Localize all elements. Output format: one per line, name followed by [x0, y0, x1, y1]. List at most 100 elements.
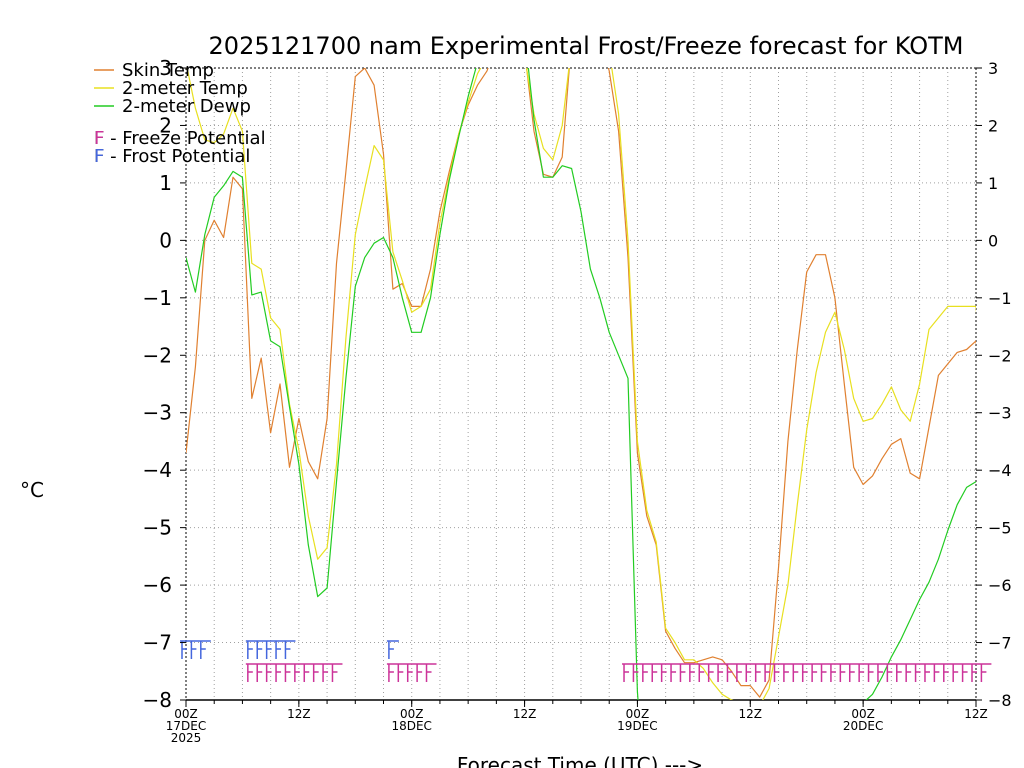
y-tick-label-right: 3 [988, 59, 998, 78]
y-tick-label-left: −8 [143, 688, 172, 712]
y-tick-label-right: −8 [988, 691, 1012, 710]
x-tick-label: 00Z [174, 707, 198, 721]
legend-flag-glyph: F [94, 128, 104, 149]
freeze-flag-glyph [971, 664, 977, 682]
legend-label: 2-meter Temp [122, 78, 248, 99]
freeze-flag-glyph [679, 664, 686, 682]
legend-label: F - Frost Potential [94, 146, 250, 167]
freeze-flag-glyph [698, 664, 705, 682]
y-tick-label-left: −4 [143, 458, 172, 482]
chart-title: 2025121700 nam Experimental Frost/Freeze… [209, 32, 964, 60]
x-tick-label: 12Z [964, 707, 988, 721]
freeze-flag-glyph [275, 664, 282, 682]
series-line [186, 68, 639, 700]
freeze-flag-glyph [754, 664, 761, 682]
x-tick-label: 20DEC [843, 719, 883, 733]
legend-label: 2-meter Dewp [122, 96, 251, 117]
frost-flag-glyph [181, 641, 187, 659]
freeze-flag-glyph [811, 664, 818, 682]
x-tick-label: 17DEC [166, 719, 206, 733]
freeze-flag-glyph [783, 664, 789, 682]
y-tick-label-right: −4 [988, 461, 1012, 480]
freeze-flag-glyph [388, 664, 394, 682]
y-tick-label-left: 3 [159, 56, 172, 80]
frost-flag-glyph [284, 641, 291, 659]
x-axis-label: Forecast Time (UTC) ---> [457, 753, 703, 768]
series-lines [186, 68, 976, 700]
y-tick-label-left: 2 [159, 113, 172, 137]
frost-flag-glyph [275, 641, 282, 659]
freeze-flag-glyph [839, 664, 846, 682]
y-tick-label-right: −3 [988, 404, 1012, 423]
freeze-flag-glyph [425, 664, 432, 682]
freeze-flag-glyph [736, 664, 742, 682]
y-tick-label-right: −6 [988, 576, 1012, 595]
frost-flag-glyph [256, 641, 263, 659]
freeze-flag-glyph [397, 664, 404, 682]
x-tick-label: 12Z [287, 707, 311, 721]
freeze-flag-glyph [858, 664, 865, 682]
y-tick-label-right: 0 [988, 231, 998, 250]
freeze-flag-glyph [651, 664, 658, 682]
x-tick-label: 2025 [171, 731, 202, 745]
grid-lines [185, 67, 977, 701]
x-tick-label: 12Z [513, 707, 537, 721]
legend-label: F - Freeze Potential [94, 128, 266, 149]
x-tick-label: 00Z [851, 707, 875, 721]
x-tick-label: 18DEC [391, 719, 431, 733]
axes: −8 −8 −7 −7 −6 −6 −5 −5 −4 −4 −3 −3 −2 −2 −1 −1 0 0 1 1 2 2 3 3… [143, 56, 1012, 745]
freeze-flag-glyph [877, 664, 883, 682]
freeze-flag-glyph [830, 664, 836, 682]
freeze-flag-glyph [820, 664, 827, 682]
freeze-flag-glyph [726, 664, 733, 682]
y-tick-label-left: −6 [143, 573, 172, 597]
x-tick-label: 12Z [739, 707, 763, 721]
freeze-flag-glyph [312, 664, 319, 682]
freeze-flag-glyph [867, 664, 874, 682]
y-tick-label-right: −5 [988, 519, 1012, 538]
x-tick-label: 00Z [626, 707, 650, 721]
frost-flag-glyph [200, 641, 206, 659]
freeze-flag-glyph [406, 664, 413, 682]
freeze-flag-glyph [623, 664, 630, 682]
potential-flags [180, 640, 992, 682]
freeze-flag-glyph [952, 664, 959, 682]
freeze-flag-glyph [905, 664, 912, 682]
freeze-flag-glyph [717, 664, 724, 682]
freeze-flag-glyph [247, 664, 253, 682]
series-line [186, 68, 976, 698]
freeze-flag-glyph [331, 664, 338, 682]
freeze-flag-glyph [914, 664, 921, 682]
freeze-flag-glyph [886, 664, 893, 682]
freeze-flag-glyph [764, 664, 771, 682]
freeze-flag-glyph [294, 664, 300, 682]
y-tick-label-right: 1 [988, 174, 998, 193]
freeze-flag-glyph [961, 664, 968, 682]
freeze-flag-glyph [303, 664, 310, 682]
freeze-flag-glyph [660, 664, 667, 682]
freeze-flag-glyph [943, 664, 949, 682]
freeze-flag-glyph [707, 664, 714, 682]
y-tick-label-left: −5 [143, 516, 172, 540]
freeze-flag-glyph [632, 664, 639, 682]
frost-flag-glyph [265, 641, 272, 659]
freeze-flag-glyph [265, 664, 272, 682]
frost-flag-glyph [247, 641, 253, 659]
series-line [865, 481, 976, 700]
freeze-flag-glyph [670, 664, 677, 682]
freeze-flag-glyph [256, 664, 263, 682]
freeze-flag-glyph [642, 664, 648, 682]
frost-flag-glyph [388, 641, 394, 659]
y-tick-label-right: −2 [988, 346, 1012, 365]
y-tick-label-right: 2 [988, 116, 998, 135]
y-tick-label-left: −1 [143, 286, 172, 310]
freeze-flag-glyph [933, 664, 940, 682]
y-tick-label-left: −2 [143, 343, 172, 367]
freeze-flag-glyph [792, 664, 799, 682]
series-line [186, 68, 976, 700]
y-tick-label-right: −7 [988, 634, 1012, 653]
frost-flag-glyph [190, 641, 197, 659]
legend-flag-glyph: F [94, 146, 104, 167]
